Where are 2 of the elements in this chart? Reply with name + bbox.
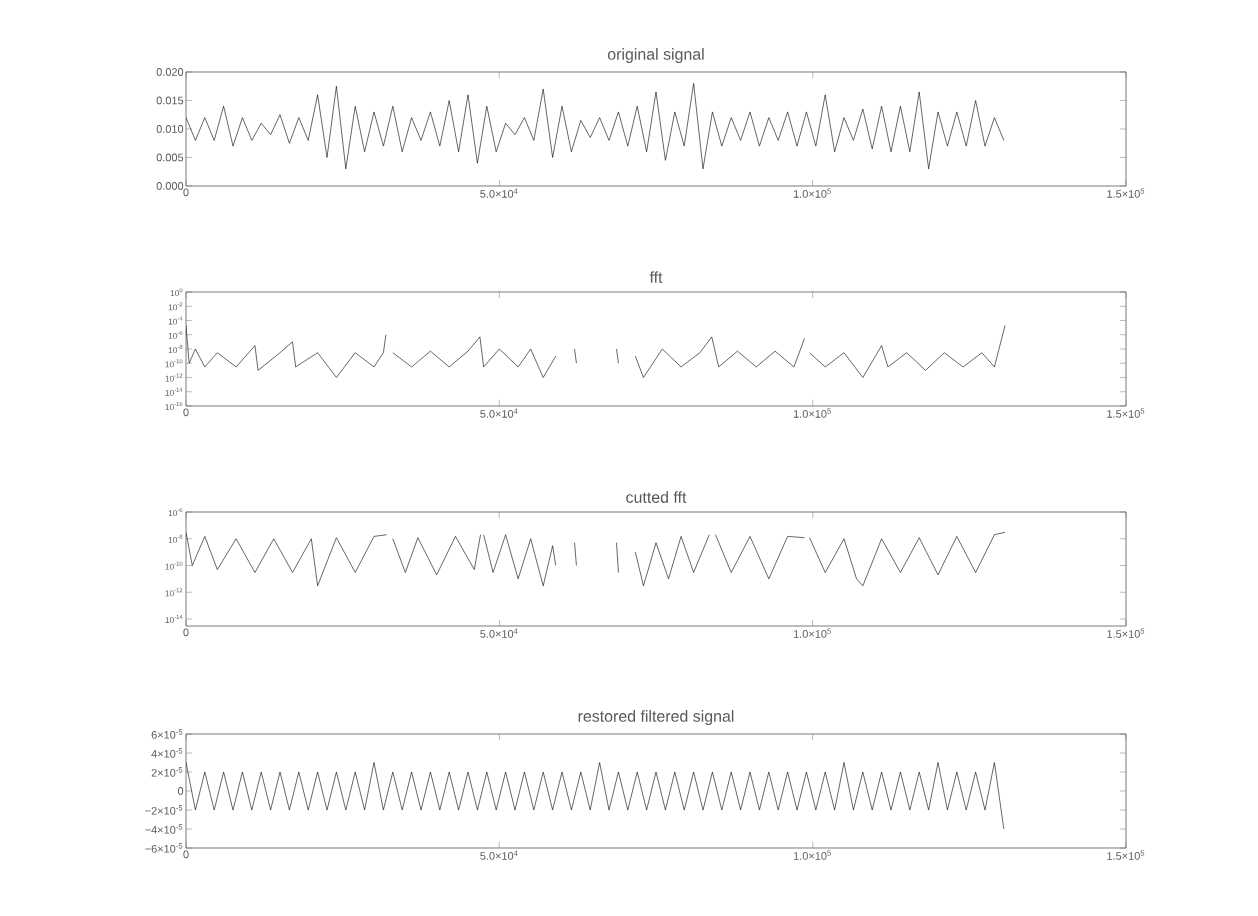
line-series	[186, 83, 1005, 170]
line-series	[186, 762, 1005, 830]
